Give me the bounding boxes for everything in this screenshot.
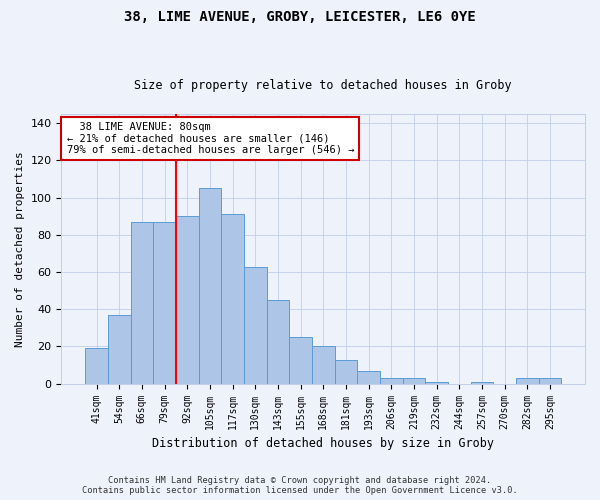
Text: Contains HM Land Registry data © Crown copyright and database right 2024.
Contai: Contains HM Land Registry data © Crown c… — [82, 476, 518, 495]
Bar — [289, 337, 312, 384]
Bar — [403, 378, 425, 384]
Bar — [357, 370, 380, 384]
Bar — [380, 378, 403, 384]
Bar — [266, 300, 289, 384]
Bar — [244, 266, 266, 384]
X-axis label: Distribution of detached houses by size in Groby: Distribution of detached houses by size … — [152, 437, 494, 450]
Text: 38 LIME AVENUE: 80sqm
← 21% of detached houses are smaller (146)
79% of semi-det: 38 LIME AVENUE: 80sqm ← 21% of detached … — [67, 122, 354, 156]
Bar — [85, 348, 108, 384]
Bar — [425, 382, 448, 384]
Title: Size of property relative to detached houses in Groby: Size of property relative to detached ho… — [134, 79, 512, 92]
Bar — [153, 222, 176, 384]
Bar — [470, 382, 493, 384]
Text: 38, LIME AVENUE, GROBY, LEICESTER, LE6 0YE: 38, LIME AVENUE, GROBY, LEICESTER, LE6 0… — [124, 10, 476, 24]
Bar — [176, 216, 199, 384]
Bar — [539, 378, 561, 384]
Y-axis label: Number of detached properties: Number of detached properties — [15, 151, 25, 346]
Bar — [108, 315, 131, 384]
Bar — [199, 188, 221, 384]
Bar — [516, 378, 539, 384]
Bar — [131, 222, 153, 384]
Bar — [312, 346, 335, 384]
Bar — [221, 214, 244, 384]
Bar — [335, 360, 357, 384]
